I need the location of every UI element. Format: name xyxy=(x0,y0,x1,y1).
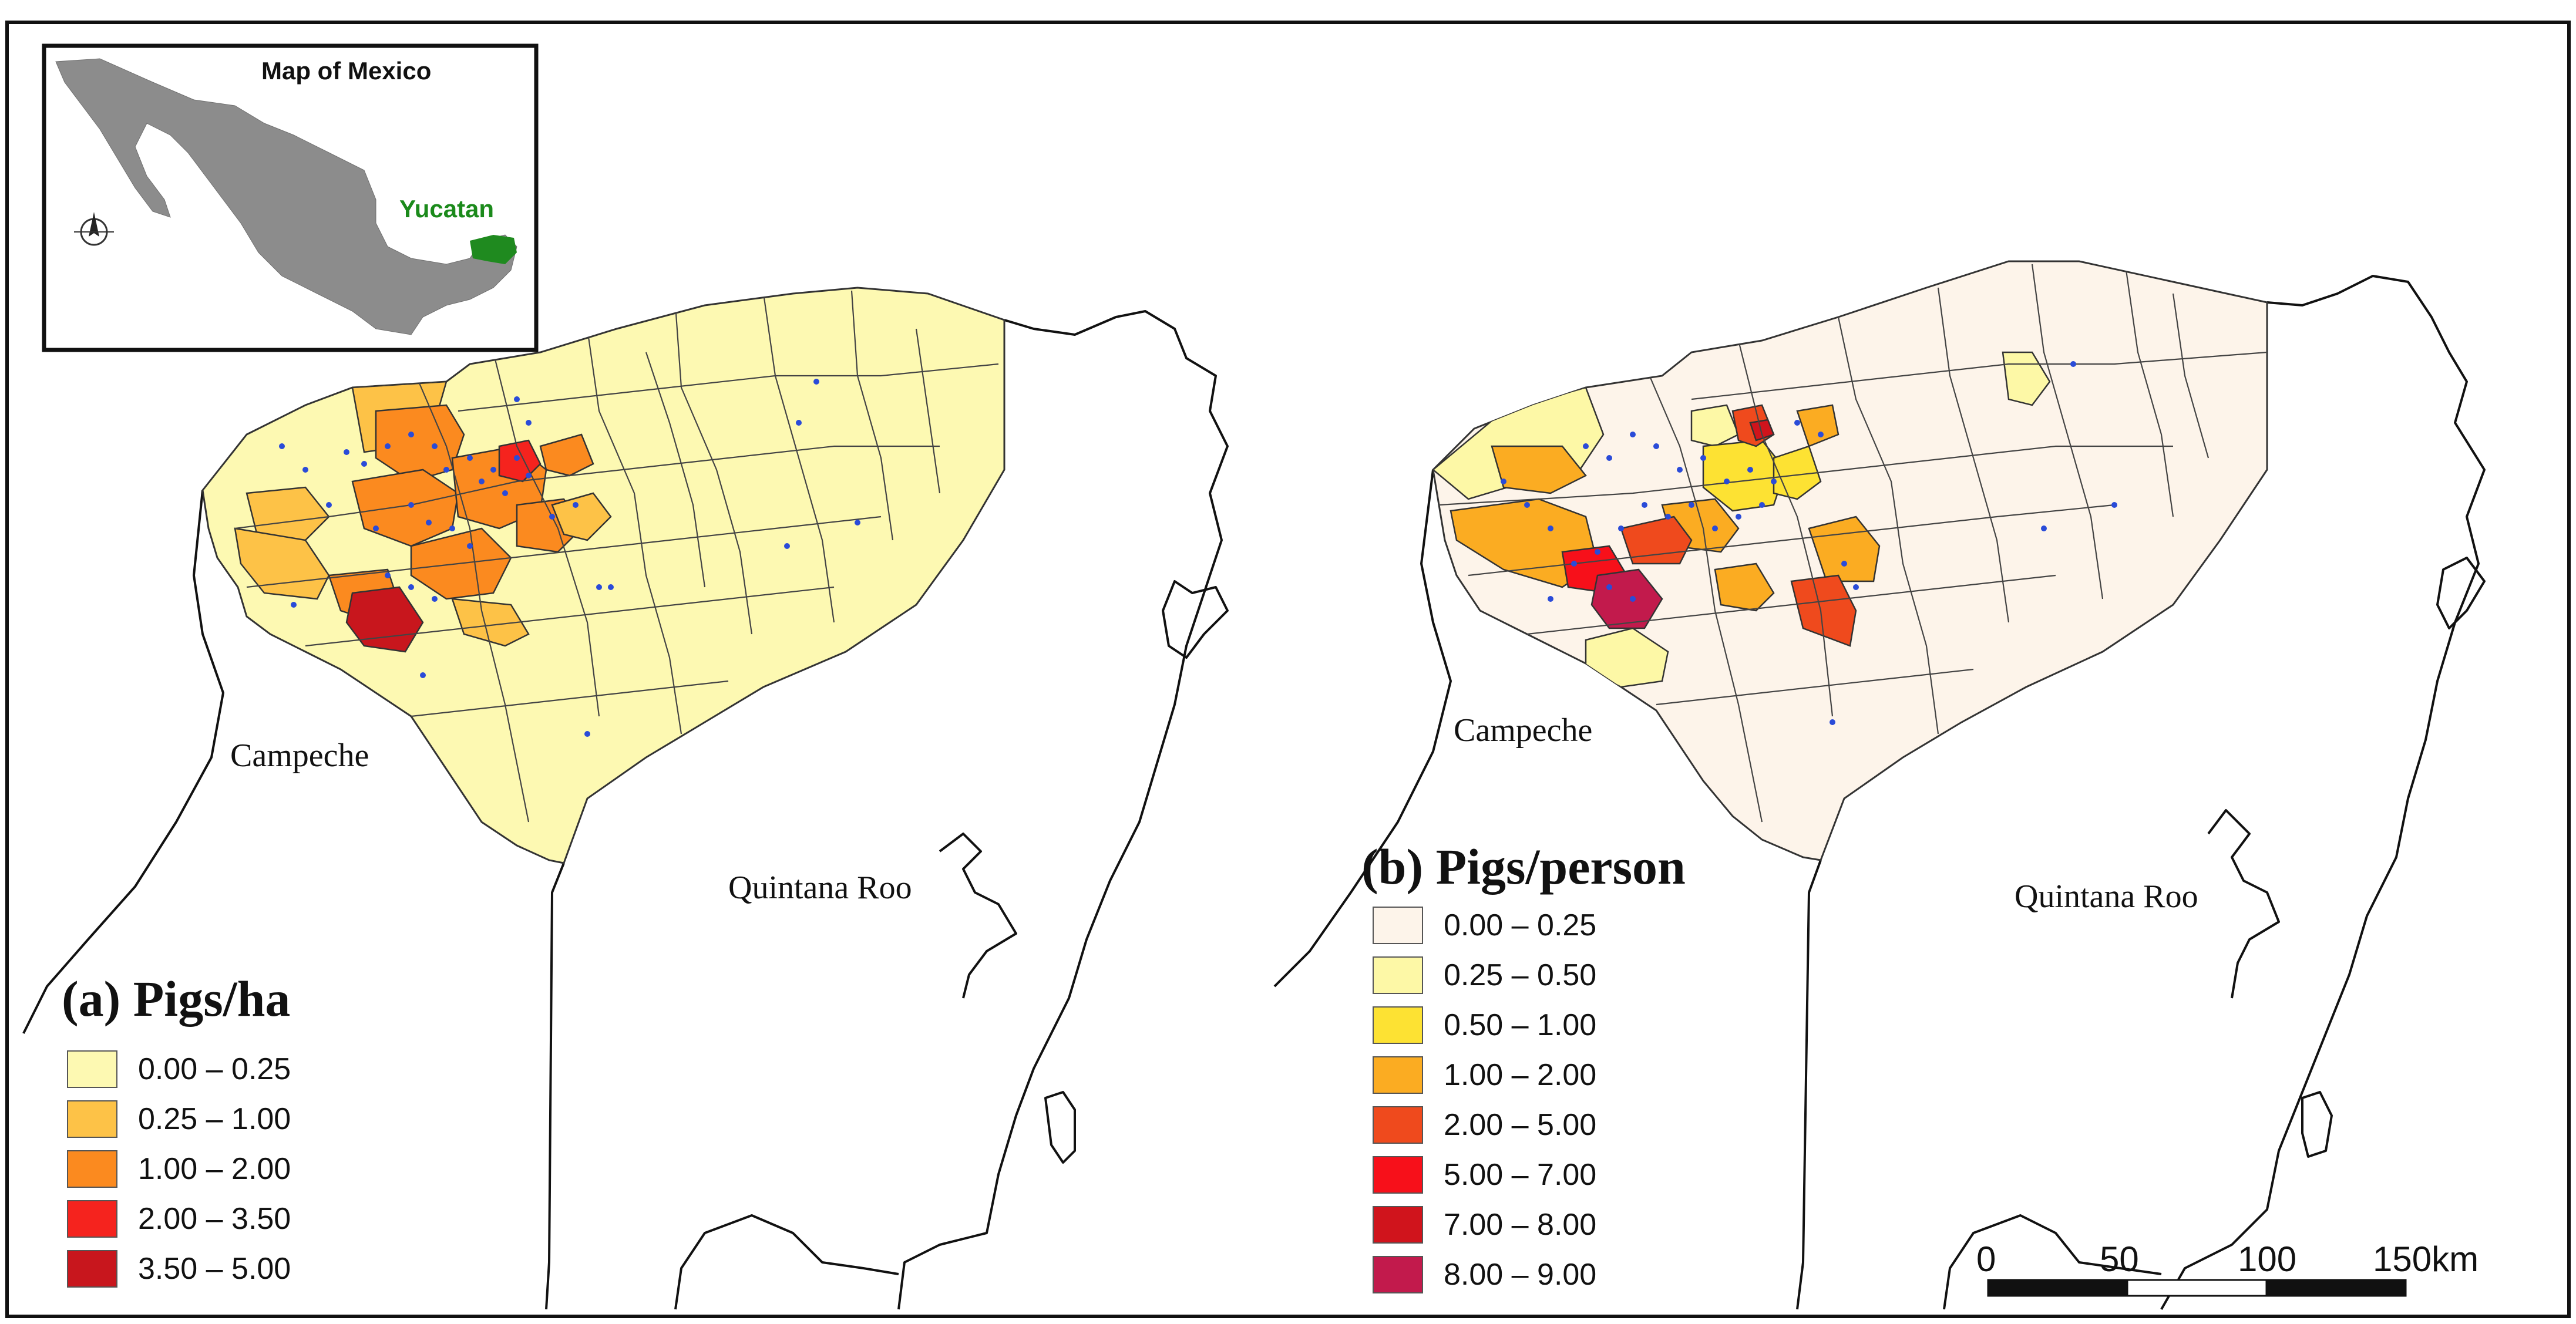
panel-b-coastline-east xyxy=(2160,275,2486,1310)
panel-b-legend-swatch-3 xyxy=(1373,1006,1423,1044)
panel-b-muni-orange-red-2 xyxy=(1790,574,1857,647)
inset-map: Map of Mexico Yucatan xyxy=(42,43,539,352)
panel-a-legend-swatch-4 xyxy=(67,1200,117,1238)
panel-a-bay-coast xyxy=(939,833,1017,999)
panel-a-island-1 xyxy=(1162,580,1229,659)
panel-a-muni-darkred-1 xyxy=(345,586,424,653)
panel-a-coastline-west xyxy=(22,490,224,1034)
panel-b-legend-swatch-8 xyxy=(1373,1256,1423,1293)
panel-b-bay-coast xyxy=(2207,809,2280,999)
panel-a-legend-label-3: 1.00 – 2.00 xyxy=(138,1152,291,1186)
panel-b-legend-label-1: 0.00 – 0.25 xyxy=(1444,908,1596,942)
panel-b-muni-central-2 xyxy=(1773,445,1822,500)
panel-b-legend-title: (b) Pigs/person xyxy=(1361,838,1686,895)
panel-a-legend: 0.00 – 0.25 0.25 – 1.00 1.00 – 2.00 2.00 – … xyxy=(67,1050,291,1288)
panel-a-coastline-east xyxy=(897,310,1229,1310)
panel-a-label-quintana-roo: Quintana Roo xyxy=(728,870,912,906)
panel-a-legend-label-2: 0.25 – 1.00 xyxy=(138,1102,291,1136)
figure-border xyxy=(5,21,2571,1318)
panel-b-muni-north-east xyxy=(2002,351,2051,406)
panel-b-label-campeche: Campeche xyxy=(1454,712,1592,749)
panel-a-boundaries xyxy=(234,290,999,823)
panel-a-legend-swatch-5 xyxy=(67,1250,117,1288)
panel-a-south-coast xyxy=(674,1214,899,1310)
north-arrow-icon xyxy=(74,212,114,246)
yucatan-highlight xyxy=(470,235,517,264)
scale-bar: 0 50 100 150km xyxy=(1976,1239,2479,1297)
panel-b-muni-east xyxy=(1808,516,1881,582)
panel-b-legend-label-3: 0.50 – 1.00 xyxy=(1444,1008,1596,1042)
panel-a-legend-label-5: 3.50 – 5.00 xyxy=(138,1252,291,1286)
panel-b-map: Campeche Quintana Roo (b) Pigs/person 0.… xyxy=(1273,260,2486,1310)
panel-a-legend-label-1: 0.00 – 0.25 xyxy=(138,1052,291,1086)
scale-label-100: 100 xyxy=(2238,1239,2296,1279)
panel-b-muni-darkred-1 xyxy=(1749,419,1775,442)
panel-a-map: Campeche Quintana Roo (a) Pigs/ha 0.00 –… xyxy=(22,287,1229,1310)
panel-a-label-campeche: Campeche xyxy=(230,737,369,774)
panel-b-legend-label-2: 0.25 – 0.50 xyxy=(1444,958,1596,992)
panel-b-label-quintana-roo: Quintana Roo xyxy=(2015,878,2198,915)
panel-b-legend-swatch-2 xyxy=(1373,956,1423,994)
panel-b-legend-label-4: 1.00 – 2.00 xyxy=(1444,1058,1596,1092)
panel-b-legend-swatch-6 xyxy=(1373,1156,1423,1194)
panel-b-island-1 xyxy=(2436,557,2486,629)
panel-b-legend-swatch-1 xyxy=(1373,907,1423,944)
scale-label-0: 0 xyxy=(1976,1239,1996,1279)
panel-b-legend-label-6: 5.00 – 7.00 xyxy=(1444,1158,1596,1192)
panel-a-farm-dots xyxy=(279,379,860,737)
panel-a-muni-east-1 xyxy=(539,433,594,477)
panel-b-farm-dots xyxy=(1501,361,2117,725)
panel-a-legend-swatch-3 xyxy=(67,1150,117,1188)
mexico-country-shape xyxy=(55,58,517,335)
panel-b-muni-south xyxy=(1714,562,1775,612)
panel-b-legend-label-8: 8.00 – 9.00 xyxy=(1444,1258,1596,1292)
panel-b-legend-swatch-7 xyxy=(1373,1206,1423,1244)
panel-a-muni-east-2 xyxy=(551,492,612,541)
panel-a-muni-red-1 xyxy=(498,439,542,483)
panel-a-legend-title: (a) Pigs/ha xyxy=(62,971,290,1027)
panel-a-legend-swatch-1 xyxy=(67,1050,117,1088)
panel-b-legend-swatch-4 xyxy=(1373,1056,1423,1094)
panel-b-legend-label-5: 2.00 – 5.00 xyxy=(1444,1108,1596,1142)
inset-title: Map of Mexico xyxy=(261,57,431,85)
panel-a-legend-label-4: 2.00 – 3.50 xyxy=(138,1202,291,1236)
scale-label-150km: 150km xyxy=(2373,1239,2479,1279)
panel-b-legend-label-7: 7.00 – 8.00 xyxy=(1444,1208,1596,1242)
panel-a-island-2 xyxy=(1044,1091,1076,1164)
panel-b-muni-central-y xyxy=(1690,404,1740,447)
panel-a-muni-central-1 xyxy=(375,404,465,483)
panel-b-legend-swatch-5 xyxy=(1373,1106,1423,1144)
panel-a-state-border-campeche xyxy=(545,863,565,1310)
scale-label-50: 50 xyxy=(2100,1239,2139,1279)
panel-b-island-2 xyxy=(2301,1091,2333,1158)
panel-a-muni-west-2 xyxy=(234,527,330,600)
panel-b-south-coast xyxy=(1943,1214,2162,1310)
panel-b-state-border-campeche xyxy=(1796,860,1822,1310)
panel-a-legend-swatch-2 xyxy=(67,1100,117,1138)
panel-b-legend: 0.00 – 0.25 0.25 – 0.50 0.50 – 1.00 1.00 – … xyxy=(1373,907,1596,1293)
inset-yucatan-label: Yucatan xyxy=(399,195,494,223)
panel-b-muni-north-1 xyxy=(1796,404,1839,447)
panel-b-coastline-west xyxy=(1273,469,1452,988)
